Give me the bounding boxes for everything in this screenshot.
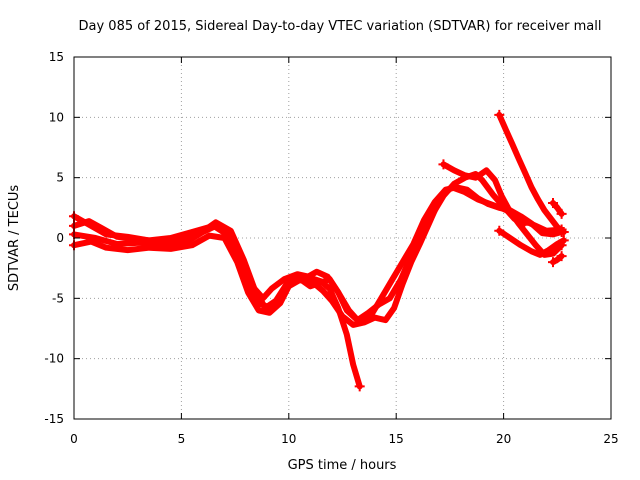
y-tick-label: -5 (52, 291, 64, 305)
x-axis-title: GPS time / hours (288, 458, 397, 473)
chart-title: Day 085 of 2015, Sidereal Day-to-day VTE… (79, 19, 602, 34)
x-tick-label: 20 (496, 432, 511, 446)
data-series (69, 109, 569, 392)
x-tick-label: 5 (178, 432, 186, 446)
series-track-6 (496, 111, 567, 235)
x-tick-label: 25 (603, 432, 618, 446)
x-tick-label: 0 (70, 432, 78, 446)
y-tick-label: 10 (49, 110, 64, 124)
data-point-marker (558, 226, 569, 237)
axis-ticks: 0 5 10 15 20 25 -15 -10 -5 0 5 10 15 (44, 50, 618, 446)
series-track-4 (71, 218, 363, 390)
series-track-3 (71, 184, 565, 328)
y-tick-label: -10 (44, 352, 64, 366)
y-tick-label: 5 (56, 171, 64, 185)
x-tick-label: 10 (281, 432, 296, 446)
data-point-marker (494, 225, 505, 236)
data-point-marker (494, 109, 505, 120)
y-tick-label: 15 (49, 50, 64, 64)
series-track-1 (71, 184, 565, 326)
data-point-marker (556, 251, 567, 262)
y-axis-title: SDTVAR / TECUs (7, 185, 22, 292)
y-tick-label: 0 (56, 231, 64, 245)
data-point-marker (354, 381, 365, 392)
data-point-marker (548, 257, 559, 268)
series-track-7 (496, 227, 567, 258)
data-point-marker (558, 235, 569, 246)
data-point-marker (556, 208, 567, 219)
data-point-marker (438, 159, 449, 170)
y-tick-label: -15 (44, 412, 64, 426)
series-track-8 (550, 200, 565, 217)
x-tick-label: 15 (389, 432, 404, 446)
data-point-marker (548, 198, 559, 209)
